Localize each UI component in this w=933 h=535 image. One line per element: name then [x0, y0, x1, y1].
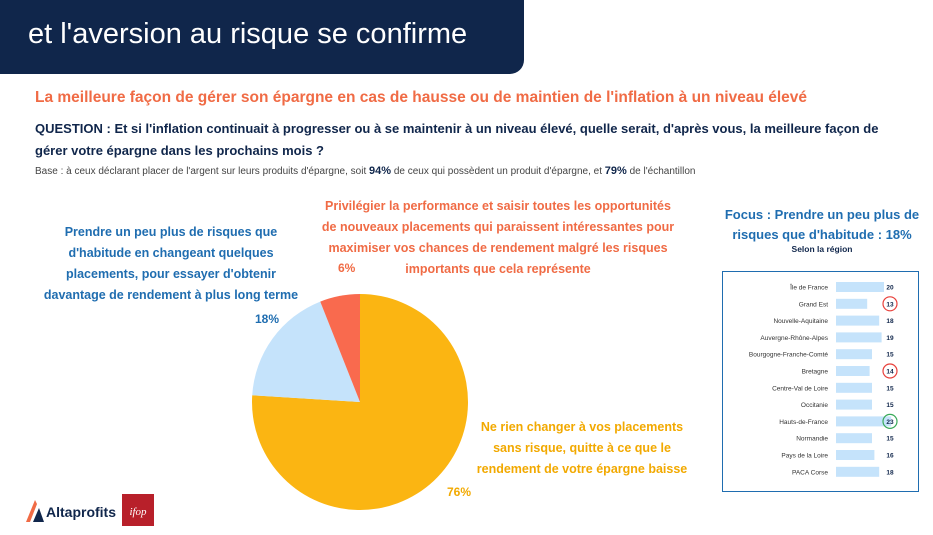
- altaprofits-wordmark: Altaprofits: [46, 504, 116, 520]
- highlight-circle: [882, 296, 898, 312]
- pct-risk-more: 18%: [255, 312, 280, 326]
- bar-0: [836, 282, 884, 292]
- ifop-logo: ifop: [122, 494, 154, 526]
- bar-category-label: PACA Corse: [792, 469, 828, 476]
- bar-value-label: 20: [886, 285, 894, 292]
- label-risk-more: Prendre un peu plus de risques que d'hab…: [43, 225, 299, 302]
- bar-value-label: 18: [886, 469, 894, 476]
- bar-category-label: Occitanie: [801, 402, 828, 409]
- bar-1: [836, 298, 868, 309]
- pie-slice-0: [252, 294, 469, 510]
- bar-8: [836, 416, 892, 427]
- label-no-change: Ne rien changer à vos placements sans ri…: [476, 420, 688, 476]
- question-text: QUESTION : Et si l'inflation continuait …: [35, 121, 879, 158]
- bar-category-label: Bourgogne-Franche-Comté: [749, 352, 829, 359]
- focus-title: Focus : Prendre un peu plus de risques q…: [724, 207, 920, 242]
- bar-value-label: 15: [886, 385, 894, 392]
- label-performance: Privilégier la performance et saisir tou…: [321, 199, 675, 276]
- base-middle: de ceux qui possèdent un produit d'éparg…: [393, 166, 603, 177]
- bar-4: [836, 349, 872, 360]
- bar-category-label: Pays de la Loire: [781, 453, 828, 460]
- pie-slice-1: [252, 301, 360, 402]
- base-suffix: de l'échantillon: [629, 166, 696, 177]
- region-bar-chart: Île de France 20 Grand Est 13 Nouvelle-Aquit…: [749, 282, 898, 477]
- bar-2: [836, 315, 880, 326]
- bar-5: [836, 366, 870, 376]
- bar-category-label: Grand Est: [799, 301, 828, 308]
- bar-category-label: Bretagne: [802, 369, 829, 376]
- bar-category-label: Centre-Val de Loire: [772, 385, 828, 392]
- pie-slice-2: [320, 294, 360, 402]
- pct-no-change: 76%: [447, 485, 472, 499]
- bar-value-label: 19: [886, 335, 894, 342]
- highlight-circle: [882, 413, 898, 429]
- bar-9: [836, 433, 872, 444]
- base-pct-2: 79%: [604, 165, 627, 177]
- slide-subtitle: La meilleure façon de gérer son épargne …: [35, 89, 808, 106]
- bar-category-label: Nouvelle-Aquitaine: [773, 318, 828, 325]
- ifop-mark-icon: ifop: [129, 506, 147, 518]
- base-pct-1: 94%: [369, 165, 392, 177]
- header-banner: et l'aversion au risque se confirme: [0, 0, 524, 74]
- bar-category-label: Hauts-de-France: [779, 419, 828, 426]
- pct-performance: 6%: [338, 261, 356, 275]
- bar-value-label: 23: [886, 419, 894, 426]
- bar-category-label: Normandie: [796, 436, 828, 443]
- bar-7: [836, 399, 872, 410]
- focus-panel: Île de France 20 Grand Est 13 Nouvelle-Aquit…: [722, 271, 919, 492]
- bar-6: [836, 382, 872, 393]
- bar-value-label: 18: [886, 318, 894, 325]
- bar-value-label: 13: [886, 301, 894, 308]
- page-title: et l'aversion au risque se confirme: [28, 18, 468, 50]
- bar-value-label: 16: [886, 453, 894, 460]
- focus-subtitle: Selon la région: [791, 244, 853, 254]
- base-note: Base : à ceux déclarant placer de l'arge…: [35, 165, 695, 177]
- svg-text:ifop: ifop: [129, 506, 147, 518]
- pie-chart: [252, 294, 469, 510]
- altaprofits-symbol-icon: [26, 500, 44, 522]
- bar-category-label: Île de France: [789, 283, 828, 292]
- bar-value-label: 14: [886, 369, 894, 376]
- bar-category-label: Auvergne-Rhône-Alpes: [760, 335, 828, 342]
- base-prefix: Base : à ceux déclarant placer de l'arge…: [35, 166, 367, 177]
- bar-value-label: 15: [886, 352, 894, 359]
- bar-3: [836, 332, 882, 343]
- bar-value-label: 15: [886, 402, 894, 409]
- highlight-circle: [882, 363, 898, 379]
- altaprofits-logo: Altaprofits: [24, 498, 134, 528]
- bar-value-label: 15: [886, 436, 894, 443]
- bar-11: [836, 466, 880, 477]
- bar-10: [836, 450, 875, 460]
